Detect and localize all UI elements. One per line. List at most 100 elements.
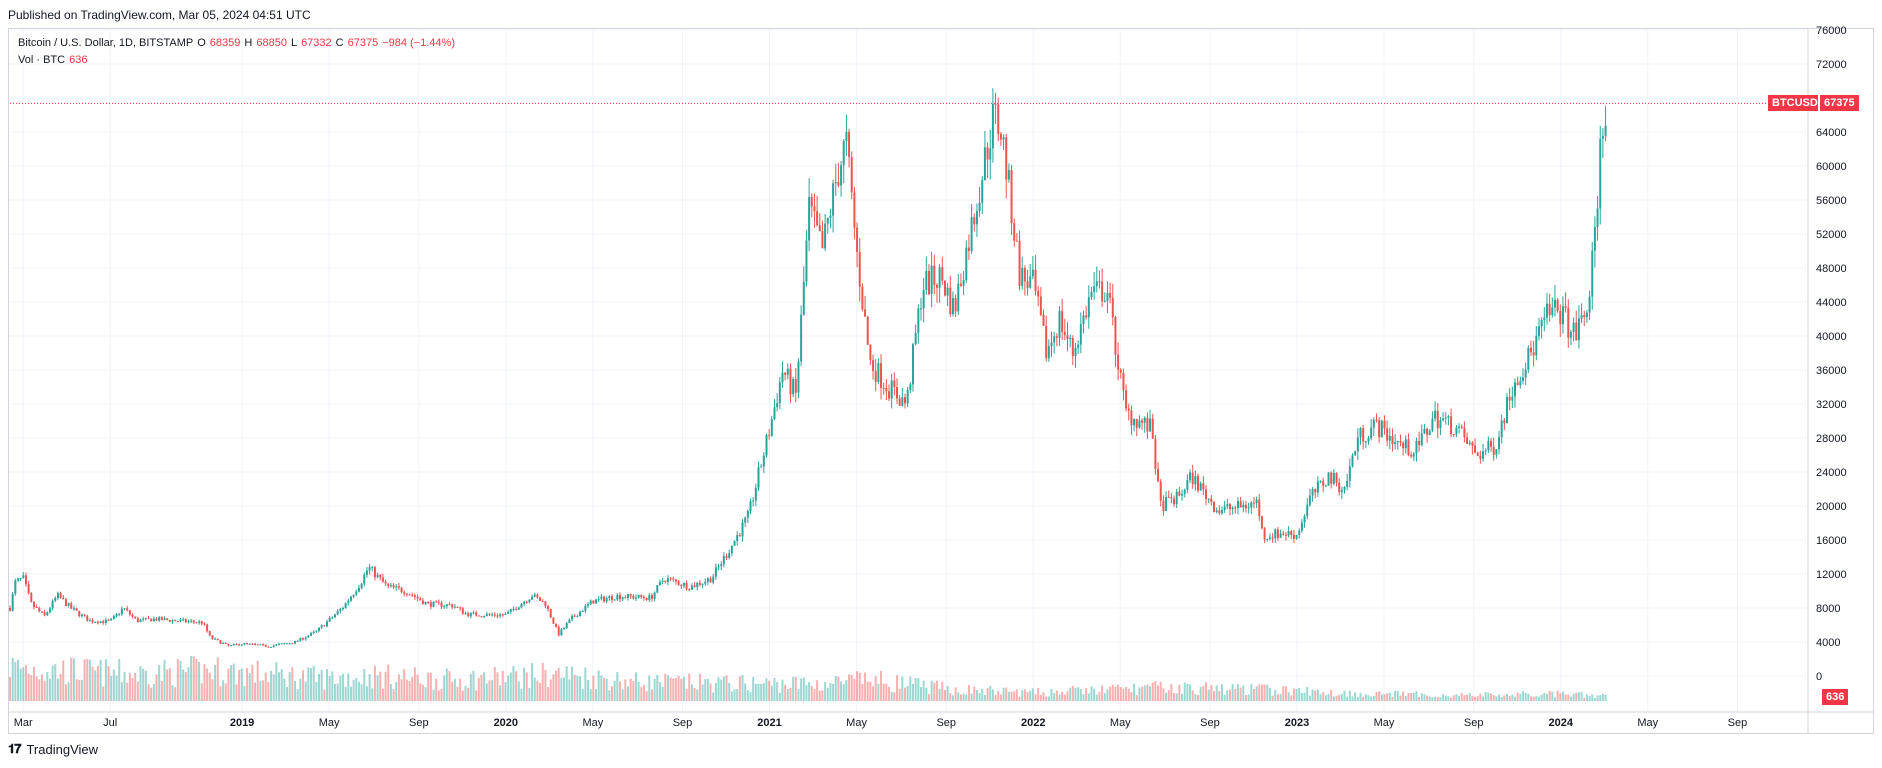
change-value: −984 (−1.44%) [382,37,455,49]
volume-bar [1604,694,1607,701]
volume-bar [1103,693,1106,701]
symbol-label[interactable]: Bitcoin / U.S. Dollar, 1D, BITSTAMP [18,37,194,49]
candle-body [190,620,193,622]
volume-bar [62,660,65,701]
candle-body [136,618,139,622]
candle-body [243,643,246,645]
candle-body [1087,297,1090,318]
chart-frame[interactable] [8,28,1874,734]
candle-body [1370,427,1373,439]
candle-body [499,614,502,617]
volume-bar [1205,682,1208,701]
candle-body [176,621,179,623]
volume-bar [866,681,869,701]
candle-body [698,582,701,585]
volume-bar [107,666,110,701]
volume-label[interactable]: Vol · BTC [18,54,66,66]
y-tick-label: 20000 [1816,501,1847,513]
volume-bar [914,678,917,701]
candle-body [1402,442,1405,449]
x-tick-label: 2022 [1021,717,1045,729]
candle-body [70,603,73,609]
candle-body [475,612,478,616]
volume-bar [83,659,86,701]
volume-bar [853,678,856,701]
candle-body [1167,496,1170,498]
candle-body [1559,310,1562,325]
candle-body [1181,494,1184,496]
volume-bar [1274,689,1277,701]
candle-body [789,368,792,395]
x-tick-label: May [1637,717,1658,729]
candle-body [187,621,190,623]
candle-body [1551,307,1554,316]
volume-bar [664,673,667,701]
candle-body [597,598,600,600]
candle-body [808,197,811,241]
volume-bar [746,690,749,701]
volume-bar [560,677,563,701]
volume-bar [1460,692,1463,701]
volume-bar [901,676,904,701]
candle-body [200,621,203,624]
candle-body [770,419,773,436]
candle-body [1247,507,1250,509]
volume-bar [741,675,744,701]
volume-bar [11,657,14,701]
candle-body [722,556,725,565]
candle-body [1095,281,1098,287]
candle-body [1231,507,1234,510]
volume-bar [970,693,973,701]
candle-body [302,637,305,640]
volume-bar [991,689,994,701]
volume-bar [850,674,853,701]
volume-bar [709,683,712,701]
candle-body [1442,418,1445,421]
candle-body [650,595,653,599]
volume-bar [1415,691,1418,701]
candle-body [797,361,800,393]
volume-bar [768,680,771,701]
volume-bar [1367,695,1370,701]
candle-body [1391,435,1394,445]
candle-body [195,622,198,624]
volume-bar [307,667,310,701]
candle-body [384,581,387,584]
candle-body [669,578,672,580]
candle-body [1540,319,1543,327]
candle-body [1399,441,1402,443]
volume-bar [1450,697,1453,701]
volume-bar [166,669,169,701]
volume-bar [1444,695,1447,701]
candle-body [1543,317,1546,320]
candle-body [648,595,651,601]
volume-bar [818,690,821,701]
candle-body [400,587,403,593]
candle-body [1175,491,1178,505]
candle-body [904,397,907,404]
candle-body [994,103,997,105]
candle-body [818,225,821,232]
candle-body [144,617,147,619]
candle-body [573,615,576,617]
candle-body [1484,450,1487,452]
candle-body [773,407,776,420]
footer-brand[interactable]: 𝟏𝟕 TradingView [8,741,98,757]
volume-bar [150,687,153,701]
candle-body [1239,501,1242,508]
volume-bar [1207,689,1210,701]
candle-body [1423,428,1426,434]
volume-bar [1434,696,1437,701]
volume-bar [323,689,326,701]
candle-body [456,606,459,608]
volume-bar [459,678,462,701]
volume-bar [1117,684,1120,701]
volume-bar [480,674,483,701]
candle-body [110,618,113,621]
candle-body [150,618,153,622]
candle-body [858,251,861,287]
volume-bar [1194,694,1197,701]
candle-body [1244,504,1247,509]
candle-body [1311,489,1314,496]
